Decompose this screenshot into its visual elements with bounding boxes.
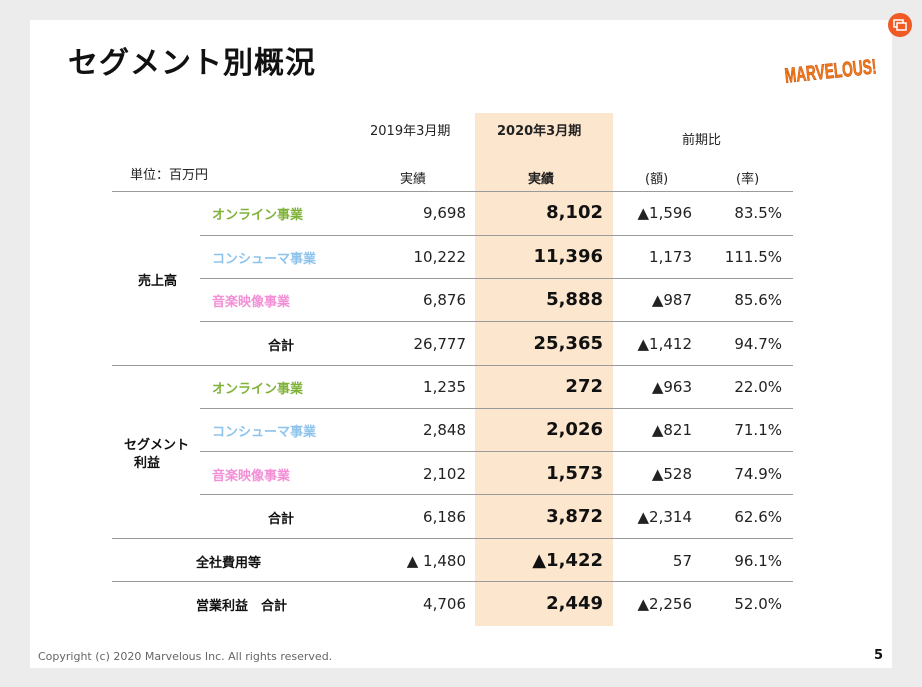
cell-2019: 2,102 <box>423 465 466 483</box>
group-label-segment-profit-2: 利益 <box>134 456 161 471</box>
cell-diff: ▲2,256 <box>637 595 692 613</box>
cell-rate: 74.9% <box>734 465 782 483</box>
cell-diff: 1,173 <box>649 248 692 266</box>
row-label-online: オンライン事業 <box>212 382 304 397</box>
cell-rate: 62.6% <box>734 508 782 526</box>
cell-rate: 83.5% <box>734 204 782 222</box>
header-rate: (率) <box>736 172 760 187</box>
cell-2020: 3,872 <box>546 506 603 527</box>
cell-rate: 111.5% <box>724 248 782 266</box>
cell-2020: 2,026 <box>546 419 603 440</box>
row-label-music: 音楽映像事業 <box>212 469 291 484</box>
cell-2019: 6,186 <box>423 508 466 526</box>
group-label-sales: 売上高 <box>138 274 178 289</box>
unit-label: 単位：百万円 <box>130 168 209 183</box>
group-label-segment-profit-1: セグメント <box>124 438 190 453</box>
cell-2020: 8,102 <box>546 202 603 223</box>
cell-2020: 5,888 <box>546 289 603 310</box>
header-amount: (額) <box>645 172 669 187</box>
header-actual-2020: 実績 <box>528 172 555 187</box>
rule-row <box>200 278 793 279</box>
row-label-total: 合計 <box>268 512 295 527</box>
logo-text: MARVELOUS! <box>784 55 878 87</box>
page-number: 5 <box>874 648 884 663</box>
cell-2019: 6,876 <box>423 291 466 309</box>
cell-diff: ▲821 <box>651 421 692 439</box>
row-label-music: 音楽映像事業 <box>212 295 291 310</box>
cell-diff: ▲1,412 <box>637 335 692 353</box>
row-label-online: オンライン事業 <box>212 208 304 223</box>
cell-2020: 11,396 <box>533 246 603 267</box>
cell-2019: 9,698 <box>423 204 466 222</box>
rule-row <box>200 451 793 452</box>
header-2020: 2020年3月期 <box>497 124 582 139</box>
cell-2020: 25,365 <box>533 333 603 354</box>
rule-group <box>112 581 793 582</box>
cell-2020: 1,573 <box>546 463 603 484</box>
header-yoy: 前期比 <box>682 133 722 148</box>
cell-rate: 94.7% <box>734 335 782 353</box>
cell-2019: 10,222 <box>413 248 467 266</box>
cell-2020: 2,449 <box>546 593 603 614</box>
row-label-total: 合計 <box>268 339 295 354</box>
row-label-consumer: コンシューマ事業 <box>212 252 317 267</box>
cell-rate: 85.6% <box>734 291 782 309</box>
slides-icon <box>893 19 907 31</box>
rule-row <box>200 494 793 495</box>
rule-row <box>200 235 793 236</box>
header-2019: 2019年3月期 <box>370 124 451 139</box>
rule-group <box>112 538 793 539</box>
cell-2020: 272 <box>565 376 603 397</box>
cell-2019: 1,235 <box>423 378 466 396</box>
header-actual-2019: 実績 <box>400 172 427 187</box>
cell-rate: 22.0% <box>734 378 782 396</box>
cell-2019: 4,706 <box>423 595 466 613</box>
copyright-footer: Copyright (c) 2020 Marvelous Inc. All ri… <box>38 650 333 663</box>
cell-diff: ▲2,314 <box>637 508 692 526</box>
page-title: セグメント別概況 <box>68 46 316 81</box>
cell-rate: 96.1% <box>734 552 782 570</box>
rule-header <box>112 191 793 192</box>
rule-group <box>112 365 793 366</box>
cell-diff: ▲1,596 <box>637 204 692 222</box>
cell-diff: 57 <box>672 552 692 570</box>
marvelous-logo: MARVELOUS! <box>783 55 878 88</box>
cell-2019: 2,848 <box>423 421 466 439</box>
row-label-operating-income: 営業利益 合計 <box>196 599 288 614</box>
cell-2020: ▲1,422 <box>532 550 603 571</box>
rule-row <box>200 408 793 409</box>
cell-2019: ▲ 1,480 <box>406 552 466 570</box>
cell-rate: 71.1% <box>734 421 782 439</box>
row-label-corporate-expenses: 全社費用等 <box>196 556 262 571</box>
slide-menu-button[interactable] <box>888 13 912 37</box>
cell-diff: ▲963 <box>651 378 692 396</box>
cell-2019: 26,777 <box>413 335 467 353</box>
cell-rate: 52.0% <box>734 595 782 613</box>
rule-row <box>200 321 793 322</box>
slide <box>30 20 892 668</box>
cell-diff: ▲528 <box>651 465 692 483</box>
row-label-consumer: コンシューマ事業 <box>212 425 317 440</box>
cell-diff: ▲987 <box>651 291 692 309</box>
current-year-highlight <box>475 113 613 626</box>
